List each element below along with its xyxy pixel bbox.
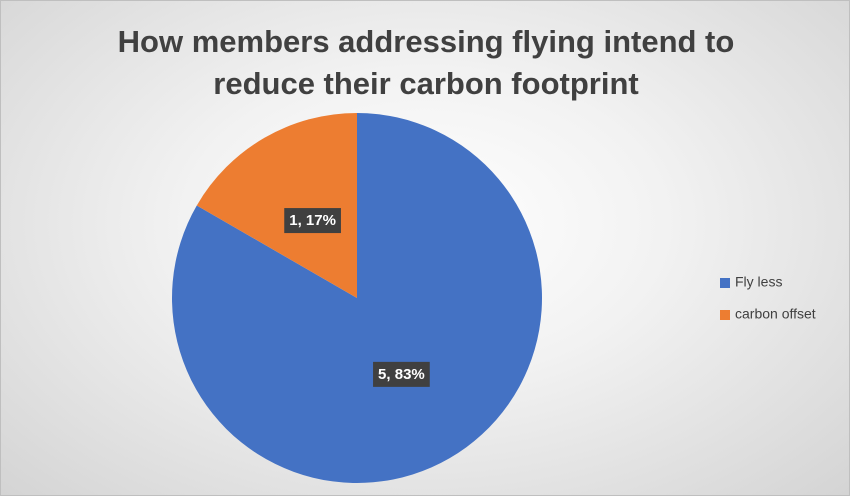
- legend-swatch: [720, 310, 730, 320]
- pie-slice: [196, 113, 357, 298]
- legend-swatch: [720, 278, 730, 288]
- pie-slice: [171, 113, 542, 483]
- data-label-box: [284, 208, 341, 234]
- data-label-box: [373, 361, 430, 387]
- data-label-group: 5, 83%: [373, 361, 430, 387]
- chart-title: How members addressing flying intend to …: [117, 24, 735, 101]
- data-label: 1, 17%: [289, 212, 336, 229]
- data-label-group: 1, 17%: [284, 208, 341, 234]
- legend-label: carbon offset: [735, 306, 816, 322]
- data-label: 5, 83%: [378, 366, 425, 383]
- legend-label: Fly less: [735, 274, 782, 290]
